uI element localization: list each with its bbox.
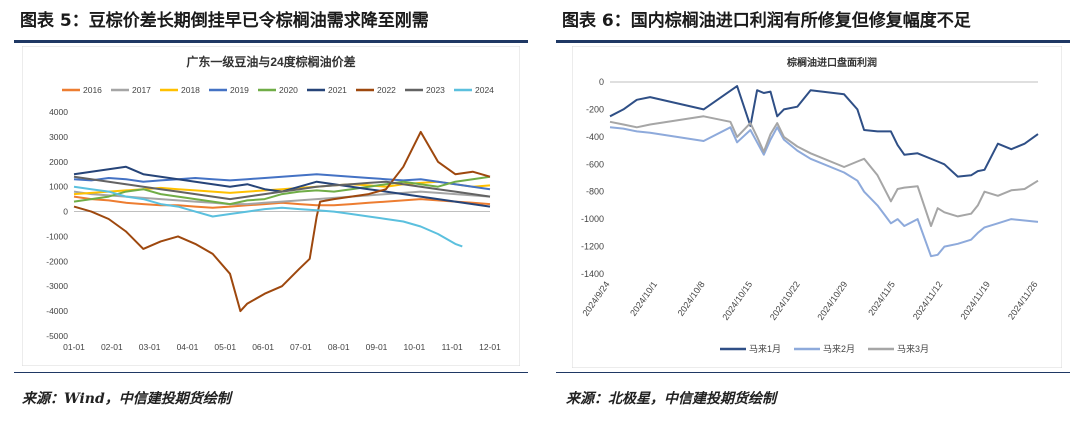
y-tick-label: -2000 <box>46 256 68 266</box>
chart-frame <box>22 46 520 366</box>
y-tick-label: -1200 <box>581 242 604 252</box>
legend-label: 2023 <box>426 85 445 95</box>
y-tick-label: 2000 <box>49 157 68 167</box>
y-tick-label: -400 <box>586 132 604 142</box>
x-tick-label: 09-01 <box>366 342 388 352</box>
x-tick-label: 02-01 <box>101 342 123 352</box>
x-tick-label: 01-01 <box>63 342 85 352</box>
series-line-2019 <box>73 173 491 191</box>
legend-label: 2017 <box>132 85 151 95</box>
figure6-bottom-rule <box>556 372 1070 373</box>
y-tick-label: -1000 <box>46 231 68 241</box>
x-tick-label: 12-01 <box>479 342 501 352</box>
series-line-马来3月 <box>609 115 1039 227</box>
legend-label: 2020 <box>279 85 298 95</box>
x-tick-label: 11-01 <box>442 342 463 352</box>
figure5-source: 来源：Wind，中信建投期货绘制 <box>22 391 231 407</box>
legend-label: 2019 <box>230 85 249 95</box>
series-line-马来2月 <box>609 126 1039 258</box>
figure5-bottom-rule <box>14 372 528 373</box>
chart-title: 棕榈油进口盘面利润 <box>786 56 877 69</box>
y-tick-label: -1400 <box>581 269 604 279</box>
series-line-2016 <box>73 195 491 209</box>
y-tick-label: 0 <box>599 77 604 87</box>
legend-label: 2022 <box>377 85 396 95</box>
legend-label: 马来1月 <box>749 344 781 354</box>
legend-label: 马来2月 <box>823 344 855 354</box>
chart-left: 广东一级豆油与24度棕榈油价差 4000 3000 2000 1000 0 -1000 -20… <box>22 46 520 366</box>
chart-right: 棕榈油进口盘面利润 0 -200 -400 -600 -800 -1000 -1200 -140… <box>572 46 1062 368</box>
y-tick-label: 3000 <box>49 132 68 142</box>
x-tick-label: 07-01 <box>290 342 312 352</box>
series-line-2022 <box>73 130 491 313</box>
figure6-title: 图表 6：国内棕榈油进口利润有所修复但修复幅度不足 <box>562 11 971 31</box>
legend-label: 马来3月 <box>897 344 929 354</box>
y-tick-label: -5000 <box>46 331 68 341</box>
legend-label: 2018 <box>181 85 200 95</box>
series-line-2023 <box>73 175 491 201</box>
y-tick-label: -200 <box>586 104 604 114</box>
x-tick-label: 10-01 <box>403 342 425 352</box>
legend-label: 2024 <box>475 85 494 95</box>
y-tick-label: 0 <box>63 207 68 217</box>
chart-frame <box>572 46 1062 368</box>
y-tick-label: -4000 <box>46 306 68 316</box>
series-line-2017 <box>73 190 491 206</box>
y-tick-label: -3000 <box>46 281 68 291</box>
x-tick-label: 03-01 <box>139 342 161 352</box>
chart-title: 广东一级豆油与24度棕榈油价差 <box>186 54 355 69</box>
y-tick-label: 1000 <box>49 182 68 192</box>
x-tick-label: 04-01 <box>177 342 199 352</box>
y-tick-label: -600 <box>586 159 604 169</box>
figure5-title-rule <box>14 40 528 43</box>
figure6-source: 来源：北极星，中信建投期货绘制 <box>566 391 776 407</box>
legend-label: 2021 <box>328 85 347 95</box>
series-line-马来1月 <box>609 85 1039 178</box>
figure6-title-rule <box>556 40 1070 43</box>
y-tick-label: 4000 <box>49 107 68 117</box>
y-tick-label: -1000 <box>581 214 604 224</box>
x-tick-label: 05-01 <box>214 342 236 352</box>
legend-label: 2016 <box>83 85 102 95</box>
series-line-2024 <box>73 185 463 248</box>
x-tick-label: 08-01 <box>328 342 350 352</box>
x-tick-label: 06-01 <box>252 342 274 352</box>
y-tick-label: -800 <box>586 187 604 197</box>
series-line-2020 <box>73 175 491 206</box>
figure5-title: 图表 5：豆棕价差长期倒挂早已令棕榈油需求降至刚需 <box>20 11 429 31</box>
